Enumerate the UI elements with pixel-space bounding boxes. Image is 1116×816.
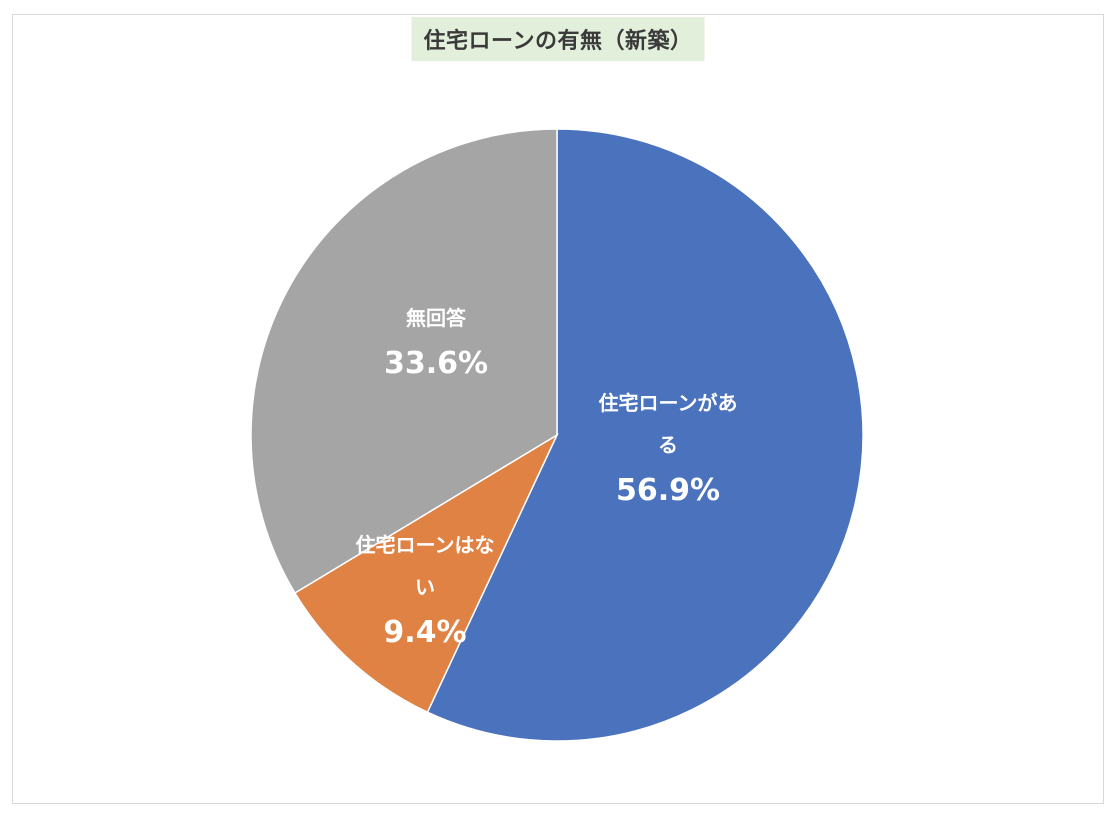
pie-slice-2: [250, 128, 558, 595]
pie-slice-0: [426, 128, 864, 742]
slice-label-0-line-1: る: [658, 433, 678, 457]
pie-slices: [250, 128, 864, 742]
chart-title: 住宅ローンの有無（新築）: [411, 17, 705, 61]
slice-label-1-line-0: 住宅ローンはな: [356, 533, 495, 557]
pie-slice-1: [293, 433, 559, 714]
slice-value-2: 33.6%: [384, 346, 488, 381]
slice-label-0-line-0: 住宅ローンがあ: [599, 391, 738, 415]
slice-label-2-line-0: 無回答: [406, 306, 467, 330]
slice-label-1-line-1: い: [415, 575, 435, 599]
slice-value-1: 9.4%: [383, 615, 466, 650]
slice-value-0: 56.9%: [616, 473, 720, 508]
